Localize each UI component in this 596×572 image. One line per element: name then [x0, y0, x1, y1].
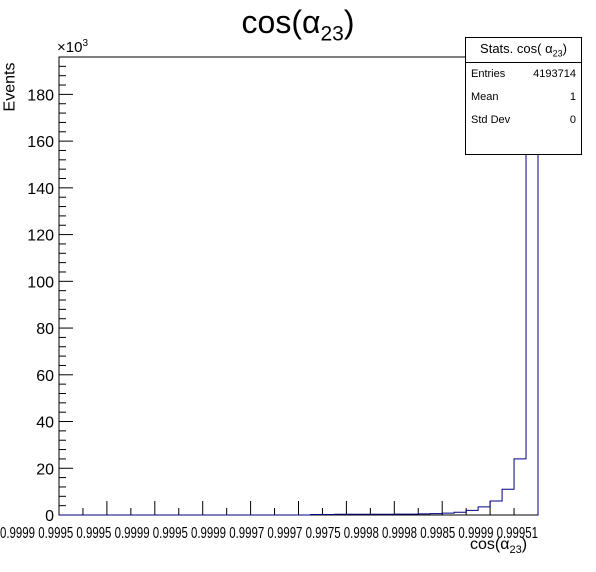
y-axis-ticks: 0 20 40 60 80 100 120 140 160 180 [27, 56, 73, 525]
y-tick-label: 20 [36, 461, 54, 478]
y-tick-label: 80 [36, 321, 54, 338]
y-tick-label: 160 [27, 134, 54, 151]
stats-row-entries: Entries 4193714 [471, 68, 576, 80]
stats-title: Stats. cos( α23) [466, 38, 581, 63]
y-axis-multiplier: ×103 [57, 38, 89, 56]
y-tick-label: 180 [27, 87, 54, 104]
y-tick-label: 120 [27, 228, 54, 245]
stats-box: Stats. cos( α23) Entries 4193714 Mean 1 St… [465, 37, 582, 155]
stats-row-stddev: Std Dev 0 [471, 114, 576, 126]
chart-title: cos(α23) [241, 4, 355, 46]
x-axis-ticks: 0.9999 0.9995 0.9995 0.9999 0.9995 0.999… [0, 501, 539, 542]
y-tick-label: 0 [45, 508, 54, 525]
y-tick-label: 40 [36, 415, 54, 432]
x-tick-labels: 0.9999 0.9995 0.9995 0.9999 0.9995 0.999… [0, 525, 538, 542]
stats-row-mean: Mean 1 [471, 91, 576, 103]
histogram-series-line [59, 56, 539, 516]
y-tick-label: 100 [27, 274, 54, 291]
y-tick-label: 60 [36, 368, 54, 385]
y-tick-label: 140 [27, 181, 54, 198]
x-axis-label: cos(α23) [470, 536, 528, 557]
